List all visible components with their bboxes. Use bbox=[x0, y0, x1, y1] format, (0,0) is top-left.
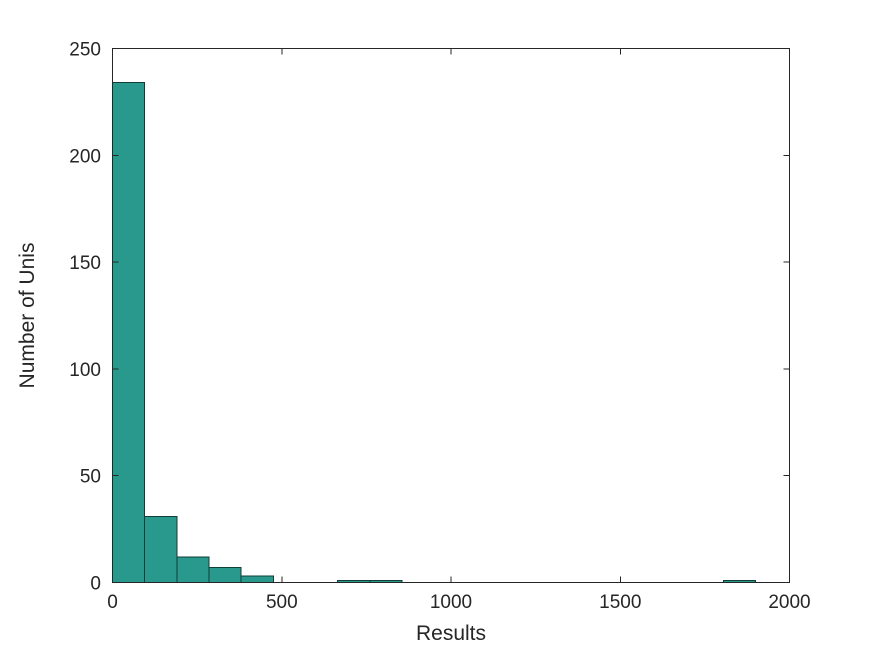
y-tick-label: 250 bbox=[69, 40, 101, 61]
axes-box bbox=[112, 48, 790, 583]
histogram-bar bbox=[176, 556, 210, 583]
plot-border bbox=[112, 48, 790, 583]
y-tick-label: 200 bbox=[69, 146, 101, 167]
x-axis-label: Results bbox=[416, 622, 486, 645]
histogram-bar bbox=[144, 515, 178, 584]
x-tick-label: 1500 bbox=[599, 592, 641, 613]
histogram-bar bbox=[240, 575, 274, 584]
y-tick-label: 50 bbox=[80, 467, 101, 488]
tick-labels: 0 500 1000 1500 2000 0 50 100 150 200 250 bbox=[69, 40, 810, 614]
y-tick-label: 100 bbox=[69, 360, 101, 381]
histogram-bar bbox=[208, 567, 242, 583]
y-tick-label: 0 bbox=[90, 574, 101, 595]
histogram-bars bbox=[112, 82, 757, 584]
y-tick-label: 150 bbox=[69, 253, 101, 274]
x-tick-label: 500 bbox=[266, 592, 298, 613]
x-tick-label: 0 bbox=[107, 592, 118, 613]
y-axis-label: Number of Unis bbox=[16, 243, 39, 389]
x-tick-label: 1000 bbox=[430, 592, 472, 613]
x-tick-label: 2000 bbox=[768, 592, 810, 613]
histogram-bar bbox=[112, 82, 146, 584]
